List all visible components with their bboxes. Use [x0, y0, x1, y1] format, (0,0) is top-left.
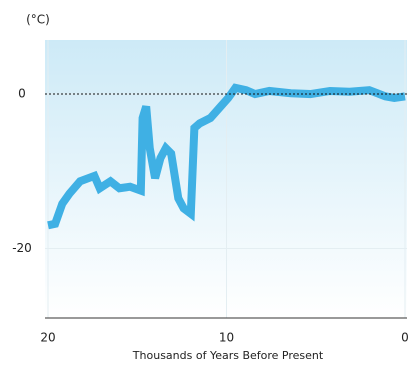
x-tick-label: 0 [401, 331, 409, 345]
x-tick-label: 20 [40, 331, 55, 345]
x-tick-label: 10 [219, 331, 234, 345]
y-tick-label: -20 [12, 241, 32, 255]
data-line [47, 83, 406, 230]
y-unit-label: (°C) [26, 13, 50, 27]
x-axis-label: Thousands of Years Before Present [132, 349, 324, 362]
y-tick-label: 0 [18, 87, 26, 101]
